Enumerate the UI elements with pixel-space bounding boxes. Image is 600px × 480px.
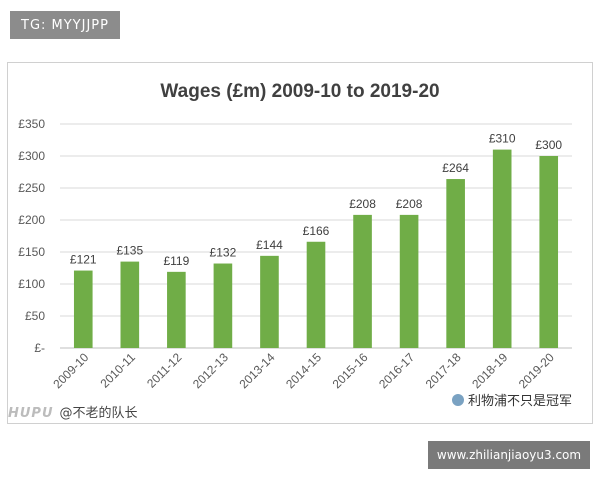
url-watermark: www.zhilianjiaoyu3.com bbox=[428, 441, 590, 469]
bar-2014-15 bbox=[306, 241, 326, 348]
data-label: £132 bbox=[210, 246, 237, 260]
bar-2016-17 bbox=[399, 214, 419, 348]
y-tick-label: £50 bbox=[25, 309, 45, 323]
wechat-watermark: 利物浦不只是冠军 bbox=[452, 390, 572, 409]
data-label: £121 bbox=[70, 253, 97, 267]
data-label: £208 bbox=[396, 197, 423, 211]
data-label: £135 bbox=[116, 244, 143, 258]
bar-2019-20 bbox=[539, 156, 559, 348]
hupu-watermark: HUPU @不老的队长 bbox=[8, 402, 138, 421]
x-tick-label: 2011-12 bbox=[144, 350, 185, 391]
y-tick-label: £100 bbox=[18, 277, 45, 291]
x-tick-label: 2019-20 bbox=[516, 350, 557, 391]
wechat-account-name: 利物浦不只是冠军 bbox=[468, 394, 573, 409]
x-tick-label: 2017-18 bbox=[423, 350, 464, 391]
data-label: £119 bbox=[163, 254, 189, 268]
data-label: £208 bbox=[349, 197, 376, 211]
hupu-logo: HUPU bbox=[8, 406, 54, 421]
x-tick-label: 2012-13 bbox=[190, 350, 231, 391]
bar-2012-13 bbox=[213, 263, 233, 348]
x-tick-label: 2013-14 bbox=[237, 350, 278, 391]
bar-2018-19 bbox=[492, 149, 512, 348]
bar-2011-12 bbox=[167, 271, 186, 348]
y-tick-label: £150 bbox=[18, 245, 45, 259]
y-tick-label: £250 bbox=[18, 181, 45, 195]
bar-2013-14 bbox=[260, 255, 279, 348]
x-tick-label: 2009-10 bbox=[50, 350, 91, 391]
y-tick-label: £300 bbox=[18, 149, 45, 163]
data-label: £300 bbox=[535, 138, 562, 152]
x-tick-label: 2010-11 bbox=[98, 350, 139, 391]
bar-2009-10 bbox=[73, 270, 93, 348]
x-tick-label: 2018-19 bbox=[469, 350, 510, 391]
data-label: £310 bbox=[489, 132, 516, 146]
data-label: £144 bbox=[256, 238, 283, 252]
x-tick-label: 2016-17 bbox=[376, 350, 417, 391]
bar-2010-11 bbox=[120, 261, 140, 348]
data-label: £264 bbox=[442, 161, 469, 175]
y-tick-label: £350 bbox=[18, 117, 45, 131]
bar-2017-18 bbox=[446, 179, 465, 348]
x-tick-label: 2015-16 bbox=[330, 350, 371, 391]
bar-2015-16 bbox=[353, 214, 372, 348]
x-tick-label: 2014-15 bbox=[283, 350, 324, 391]
wechat-icon bbox=[452, 393, 464, 406]
y-tick-label: £200 bbox=[18, 213, 45, 227]
data-label: £166 bbox=[303, 224, 330, 238]
y-tick-label: £- bbox=[34, 341, 45, 355]
chart-title: Wages (£m) 2009-10 to 2019-20 bbox=[160, 81, 439, 102]
hupu-author: @不老的队长 bbox=[59, 406, 138, 421]
tg-watermark-badge: TG: MYYJJPP bbox=[10, 11, 120, 39]
